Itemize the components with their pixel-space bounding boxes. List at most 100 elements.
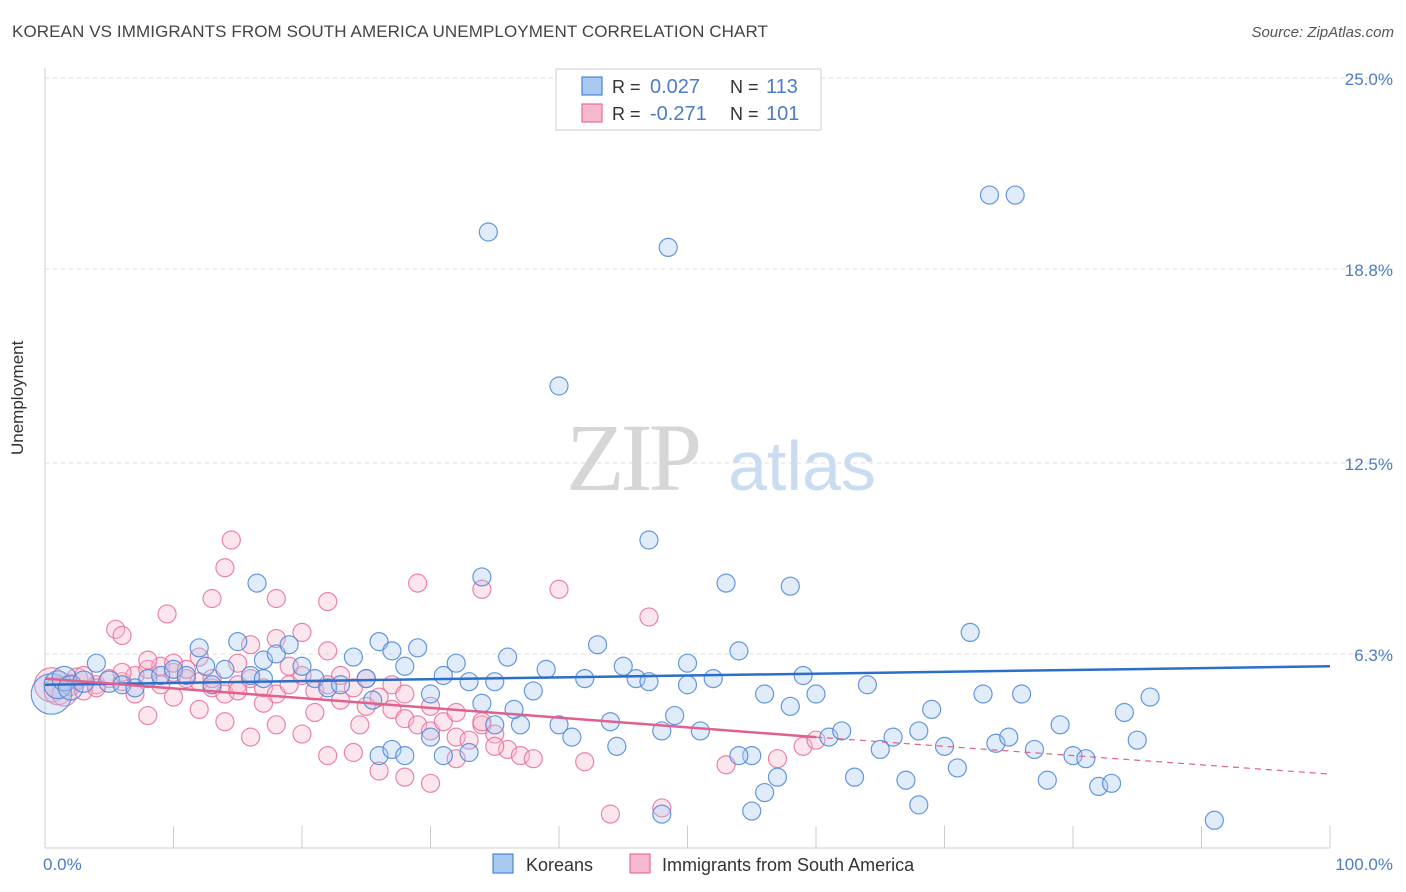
chart-title: KOREAN VS IMMIGRANTS FROM SOUTH AMERICA … <box>12 22 769 41</box>
blue-point-88 <box>1140 687 1160 707</box>
blue-point-91 <box>549 376 569 396</box>
pink-point-41 <box>215 558 235 578</box>
axes <box>44 68 1331 849</box>
blue-point-5 <box>86 653 107 673</box>
blue-point-78 <box>1011 684 1032 704</box>
blue-point-24 <box>247 573 267 593</box>
pink-point-40 <box>221 530 241 550</box>
pink-point-43 <box>157 604 177 624</box>
blue-point-66 <box>857 675 878 695</box>
blue-point-43 <box>562 727 582 747</box>
blue-point-92 <box>639 530 659 550</box>
blue-point-30 <box>395 656 415 676</box>
legend-n-value-0: 113 <box>766 76 798 98</box>
pink-point-82 <box>600 804 621 824</box>
blue-point-75 <box>973 684 993 704</box>
pink-point-75 <box>369 761 389 781</box>
pink-point-76 <box>395 767 415 787</box>
legend-box: R = 0.027 N = 113 R = -0.271 N = 101 <box>555 68 822 131</box>
blue-point-53 <box>690 721 710 741</box>
legend-r-label-1: R = <box>612 104 641 124</box>
blue-point-74 <box>960 622 980 643</box>
watermark-atlas: atlas <box>728 427 876 505</box>
blue-point-38 <box>498 647 518 667</box>
blue-point-95 <box>979 185 1000 205</box>
pink-point-50 <box>549 579 569 599</box>
blue-point-85 <box>1101 773 1122 793</box>
pink-trend-line <box>44 677 817 739</box>
pink-point-72 <box>292 724 312 744</box>
pink-point-51 <box>639 607 659 627</box>
pink-series-points <box>33 530 826 824</box>
bottom-legend: Koreans Immigrants from South America <box>492 853 915 875</box>
blue-point-29 <box>382 641 402 661</box>
blue-point-32 <box>420 684 441 704</box>
pink-point-47 <box>318 591 338 612</box>
blue-point-99 <box>909 795 929 815</box>
blue-point-59 <box>767 767 788 787</box>
blue-point-102 <box>459 742 479 763</box>
blue-point-112 <box>420 727 441 747</box>
blue-point-72 <box>934 736 955 756</box>
blue-point-67 <box>870 739 890 760</box>
blue-point-111 <box>395 745 415 766</box>
pink-point-68 <box>189 699 209 720</box>
blue-point-86 <box>1114 702 1135 723</box>
bottom-legend-label-1: Immigrants from South America <box>662 855 915 875</box>
blue-point-16 <box>228 632 248 652</box>
legend-n-label-1: N = <box>730 104 759 124</box>
blue-point-34 <box>446 653 466 673</box>
chart-source: Source: ZipAtlas.com <box>1251 24 1394 41</box>
blue-point-20 <box>279 635 299 655</box>
pink-point-52 <box>138 650 158 670</box>
pink-point-32 <box>420 721 441 741</box>
blue-point-101 <box>433 745 453 766</box>
blue-point-54 <box>703 668 723 689</box>
blue-point-36 <box>472 693 492 713</box>
pink-point-66 <box>138 705 158 726</box>
blue-point-93 <box>472 567 492 587</box>
blue-point-68 <box>883 727 903 747</box>
pink-point-73 <box>318 745 338 766</box>
blue-point-107 <box>729 745 749 766</box>
blue-point-108 <box>754 684 775 704</box>
blue-point-100 <box>1204 810 1224 830</box>
blue-point-25 <box>330 675 351 695</box>
pink-point-42 <box>202 588 222 609</box>
legend-r-value-1: -0.271 <box>650 103 707 125</box>
pink-point-71 <box>266 715 286 735</box>
blue-point-27 <box>356 668 376 689</box>
pink-point-79 <box>485 736 505 756</box>
bottom-legend-swatch-1 <box>629 853 651 874</box>
pink-point-33 <box>433 712 453 732</box>
pink-point-83 <box>652 798 672 818</box>
tick-labels: 6.3% 12.5% 18.8% 25.0% 0.0% 100.0% <box>43 70 1393 874</box>
pink-point-100 <box>350 715 370 735</box>
blue-point-70 <box>909 721 929 741</box>
pink-point-80 <box>523 749 543 769</box>
pink-point-20 <box>266 684 286 704</box>
legend-r-value-0: 0.027 <box>650 76 700 98</box>
blue-point-12 <box>176 665 196 686</box>
blue-point-13 <box>189 638 209 658</box>
blue-point-28 <box>369 632 389 652</box>
blue-point-114 <box>253 668 274 689</box>
pink-point-81 <box>575 752 595 772</box>
blue-point-41 <box>536 659 556 679</box>
pink-point-48 <box>408 573 428 593</box>
blue-point-14 <box>202 675 222 695</box>
trend-lines <box>44 665 1331 775</box>
blue-point-97 <box>652 804 672 824</box>
blue-point-98 <box>742 801 762 821</box>
pink-trend-line-dashed <box>815 736 1331 775</box>
blue-point-19 <box>266 644 286 664</box>
pink-point-62 <box>395 684 415 704</box>
blue-point-80 <box>1037 770 1057 790</box>
blue-point-87 <box>1127 730 1147 750</box>
blue-point-71 <box>922 699 942 720</box>
blue-point-105 <box>607 736 627 756</box>
blue-point-22 <box>305 668 325 689</box>
blue-point-35 <box>459 672 479 692</box>
blue-point-62 <box>806 684 826 704</box>
blue-point-51 <box>665 705 685 726</box>
